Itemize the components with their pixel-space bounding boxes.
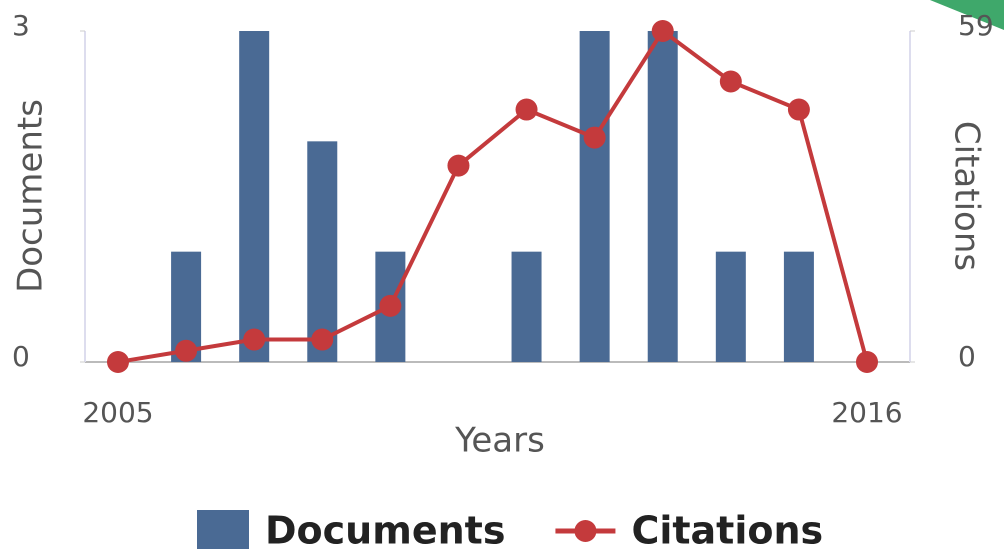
marker — [719, 70, 742, 93]
bar — [511, 251, 542, 362]
bar — [715, 251, 746, 362]
x-axis-title: Years — [454, 421, 545, 461]
legend-swatch — [197, 510, 249, 549]
y2-tick-label: 59 — [958, 9, 994, 42]
marker — [243, 328, 266, 351]
y-tick-label: 0 — [12, 340, 30, 373]
bar — [579, 31, 610, 362]
y2-axis-title: Citations — [947, 121, 987, 271]
marker — [447, 154, 470, 177]
corner-decoration — [930, 0, 1004, 30]
legend-swatch — [574, 520, 597, 542]
marker — [515, 98, 538, 121]
y-axis-title: Documents — [11, 99, 51, 293]
line — [117, 28, 869, 364]
legend-label: Citations — [631, 509, 823, 549]
bar — [307, 141, 338, 362]
y2-tick-label: 0 — [958, 340, 976, 373]
x-tick-label: 2005 — [82, 396, 153, 429]
bar — [239, 31, 270, 362]
x-tick-label: 2016 — [831, 396, 902, 429]
marker — [107, 351, 129, 373]
marker — [787, 98, 810, 121]
marker — [311, 328, 334, 351]
marker — [583, 126, 606, 149]
marker — [651, 20, 674, 42]
legend-label: Documents — [265, 509, 505, 549]
bar — [783, 251, 814, 362]
marker — [379, 294, 402, 317]
y-tick-label: 3 — [12, 9, 30, 42]
bar — [647, 31, 678, 362]
marker — [175, 339, 198, 362]
marker — [856, 351, 878, 373]
